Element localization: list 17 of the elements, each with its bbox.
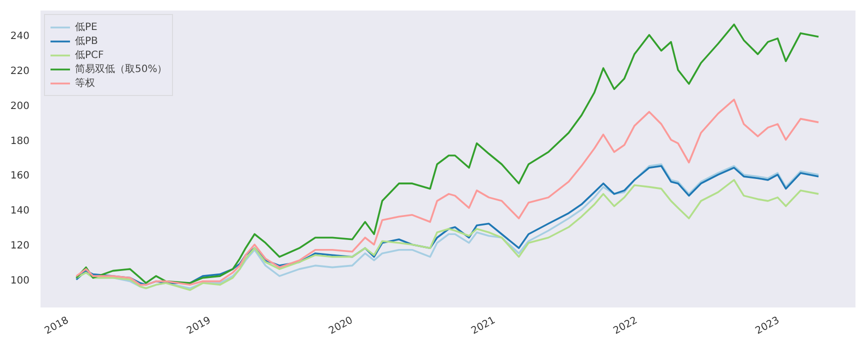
x-tick-label: 2019 <box>185 314 213 337</box>
legend-label: 低PCF <box>75 49 104 62</box>
y-tick-label: 100 <box>10 276 30 287</box>
y-tick-label: 120 <box>10 240 30 252</box>
y-tick-label: 240 <box>10 30 30 42</box>
y-tick-label: 200 <box>10 100 30 112</box>
y-tick-label: 160 <box>10 170 30 182</box>
legend-label: 低PB <box>75 35 98 48</box>
y-tick-label: 220 <box>10 66 30 77</box>
x-tick-label: 2021 <box>470 314 498 337</box>
legend-label: 等权 <box>75 76 95 90</box>
legend-label: 简易双低（取50%） <box>75 63 168 76</box>
legend-label: 低PE <box>75 21 98 34</box>
y-tick-label: 180 <box>10 136 30 147</box>
line-series <box>75 24 820 284</box>
y-tick-label: 140 <box>10 206 30 217</box>
line-series <box>75 98 820 286</box>
